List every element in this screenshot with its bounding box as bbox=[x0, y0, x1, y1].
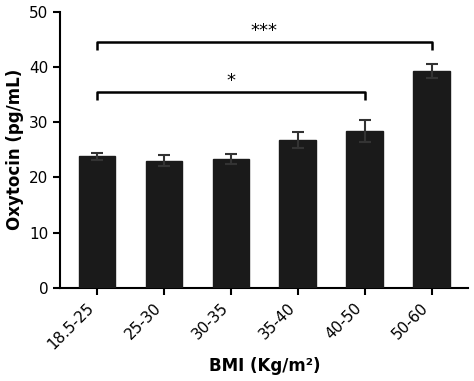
Bar bbox=[346, 131, 383, 288]
Text: *: * bbox=[227, 72, 236, 90]
X-axis label: BMI (Kg/m²): BMI (Kg/m²) bbox=[209, 357, 320, 375]
Text: ***: *** bbox=[251, 22, 278, 40]
Bar bbox=[413, 71, 450, 288]
Bar bbox=[212, 159, 249, 288]
Y-axis label: Oxytocin (pg/mL): Oxytocin (pg/mL) bbox=[6, 69, 24, 231]
Bar bbox=[146, 161, 182, 288]
Bar bbox=[79, 157, 116, 288]
Bar bbox=[279, 140, 316, 288]
